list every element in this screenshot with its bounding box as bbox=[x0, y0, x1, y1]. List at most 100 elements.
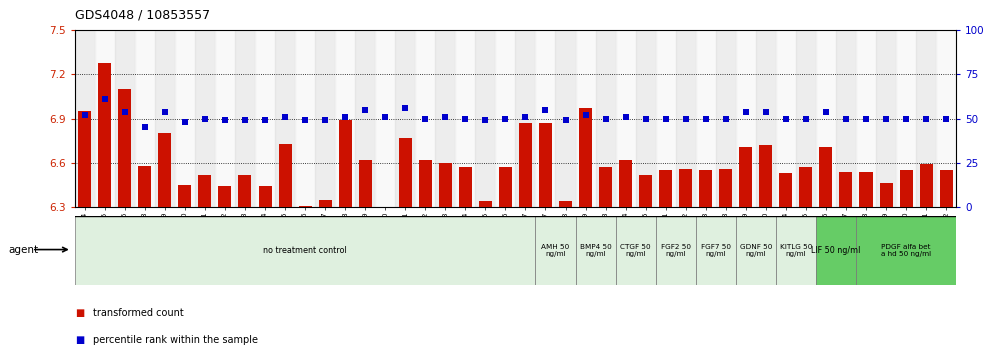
Bar bbox=[719, 169, 732, 207]
Bar bbox=[418, 160, 432, 207]
Bar bbox=[616, 216, 655, 285]
Bar bbox=[896, 30, 916, 207]
Bar bbox=[800, 167, 813, 207]
Bar bbox=[79, 111, 92, 207]
Bar bbox=[879, 183, 892, 207]
Bar bbox=[576, 30, 596, 207]
Bar bbox=[435, 30, 455, 207]
Bar bbox=[479, 201, 492, 207]
Bar bbox=[95, 30, 115, 207]
Bar bbox=[395, 30, 415, 207]
Point bbox=[177, 119, 193, 125]
Bar bbox=[876, 30, 896, 207]
Point bbox=[437, 114, 453, 120]
Point bbox=[898, 116, 914, 121]
Point bbox=[698, 116, 714, 121]
Bar bbox=[134, 30, 154, 207]
Bar bbox=[255, 30, 275, 207]
Bar bbox=[796, 30, 816, 207]
Point bbox=[317, 118, 333, 123]
Bar bbox=[899, 170, 912, 207]
Bar bbox=[175, 30, 195, 207]
Bar bbox=[339, 120, 352, 207]
Bar bbox=[716, 30, 736, 207]
Bar bbox=[519, 123, 532, 207]
Bar bbox=[579, 108, 592, 207]
Bar bbox=[415, 30, 435, 207]
Bar bbox=[696, 30, 716, 207]
Bar bbox=[860, 172, 872, 207]
Bar bbox=[939, 170, 952, 207]
Bar bbox=[299, 206, 312, 207]
Bar bbox=[836, 30, 856, 207]
Bar bbox=[218, 187, 231, 207]
Bar bbox=[335, 30, 356, 207]
Bar bbox=[620, 160, 632, 207]
Point bbox=[457, 116, 473, 121]
Bar bbox=[576, 216, 616, 285]
Bar bbox=[776, 30, 796, 207]
Point bbox=[938, 116, 954, 121]
Bar bbox=[178, 185, 191, 207]
Bar bbox=[115, 30, 134, 207]
Bar bbox=[536, 30, 556, 207]
Text: PDGF alfa bet
a hd 50 ng/ml: PDGF alfa bet a hd 50 ng/ml bbox=[881, 244, 931, 257]
Text: KITLG 50
ng/ml: KITLG 50 ng/ml bbox=[780, 244, 812, 257]
Bar bbox=[556, 30, 576, 207]
Bar bbox=[295, 30, 315, 207]
Bar bbox=[736, 216, 776, 285]
Bar bbox=[319, 200, 332, 207]
Bar bbox=[596, 30, 616, 207]
Bar bbox=[378, 207, 391, 245]
Text: ■: ■ bbox=[75, 335, 84, 345]
Bar bbox=[599, 167, 613, 207]
Bar bbox=[138, 166, 151, 207]
Point bbox=[217, 118, 233, 123]
Bar bbox=[776, 216, 816, 285]
Point bbox=[97, 96, 113, 102]
Point bbox=[818, 109, 834, 114]
Point bbox=[117, 109, 132, 114]
Text: AMH 50
ng/ml: AMH 50 ng/ml bbox=[542, 244, 570, 257]
Point bbox=[417, 116, 433, 121]
Bar bbox=[375, 30, 395, 207]
Text: percentile rank within the sample: percentile rank within the sample bbox=[93, 335, 258, 345]
Bar bbox=[816, 216, 856, 285]
Bar bbox=[475, 30, 495, 207]
Point bbox=[77, 112, 93, 118]
Point bbox=[858, 116, 873, 121]
Bar bbox=[359, 160, 372, 207]
Bar bbox=[195, 30, 215, 207]
Text: ■: ■ bbox=[75, 308, 84, 318]
Bar bbox=[816, 30, 836, 207]
Bar bbox=[739, 147, 752, 207]
Bar bbox=[99, 63, 112, 207]
Bar bbox=[856, 216, 956, 285]
Bar bbox=[916, 30, 936, 207]
Bar bbox=[495, 30, 516, 207]
Text: GDS4048 / 10853557: GDS4048 / 10853557 bbox=[75, 9, 210, 22]
Text: FGF7 50
ng/ml: FGF7 50 ng/ml bbox=[701, 244, 731, 257]
Bar bbox=[259, 187, 272, 207]
Text: agent: agent bbox=[8, 245, 38, 255]
Bar bbox=[675, 30, 696, 207]
Point bbox=[497, 116, 513, 121]
Bar bbox=[756, 30, 776, 207]
Point bbox=[377, 114, 393, 120]
Bar bbox=[439, 163, 452, 207]
Point bbox=[838, 116, 854, 121]
Point bbox=[157, 109, 173, 114]
Bar bbox=[238, 175, 252, 207]
Bar bbox=[696, 216, 736, 285]
Point bbox=[657, 116, 673, 121]
Bar bbox=[455, 30, 475, 207]
Bar bbox=[536, 216, 576, 285]
Point bbox=[878, 116, 894, 121]
Bar bbox=[635, 30, 655, 207]
Bar bbox=[840, 172, 853, 207]
Point bbox=[618, 114, 633, 120]
Bar bbox=[215, 30, 235, 207]
Bar bbox=[919, 164, 932, 207]
Bar bbox=[119, 89, 131, 207]
Point bbox=[257, 118, 273, 123]
